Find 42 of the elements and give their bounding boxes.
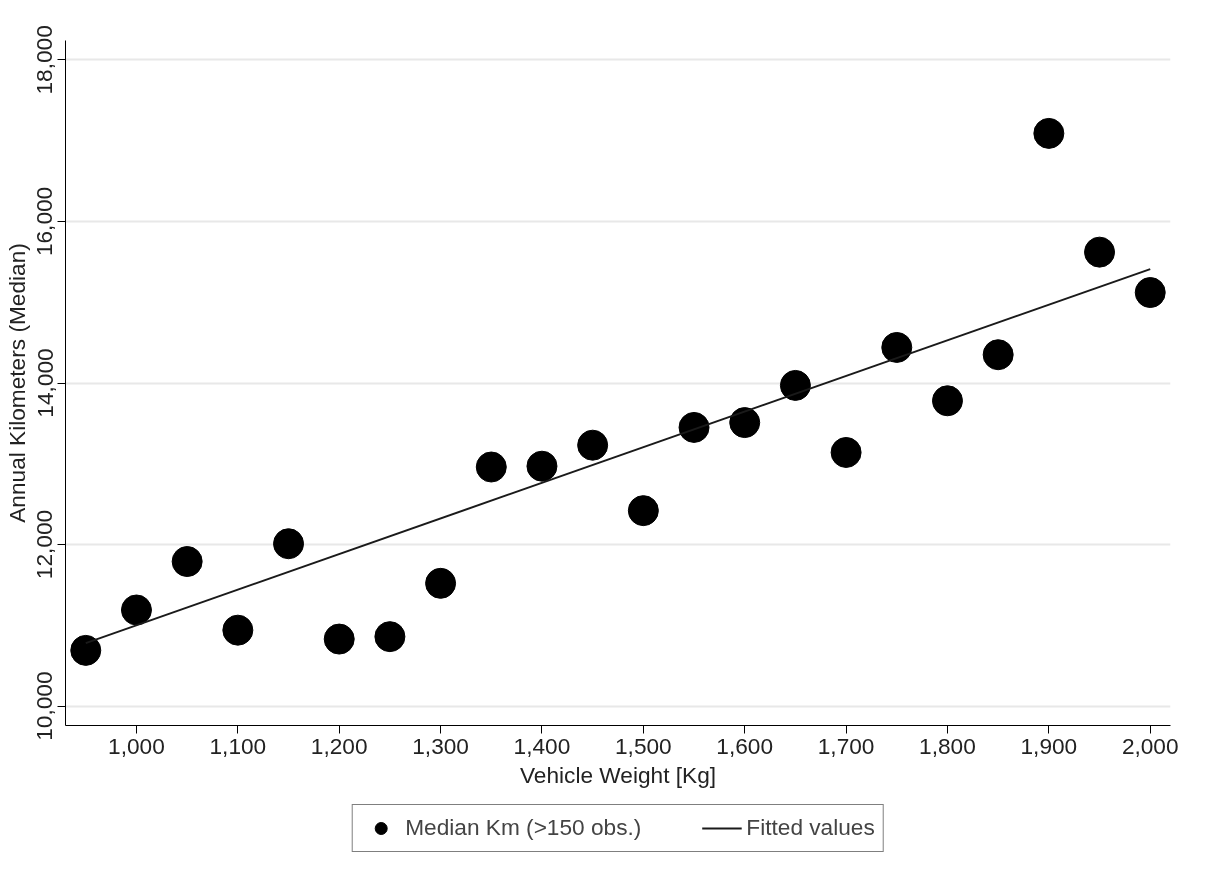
- point: [425, 567, 457, 599]
- point: [577, 429, 609, 461]
- x-tick-label: 1,500: [615, 732, 672, 759]
- y-tick-label: 12,000: [31, 509, 58, 580]
- x-tick-label: 1,200: [310, 732, 368, 759]
- point: [729, 407, 761, 439]
- x-axis-title: Vehicle Weight [Kg]: [519, 761, 717, 788]
- y-tick-label: 18,000: [31, 25, 58, 95]
- x-tick-label: 1,100: [209, 732, 267, 759]
- point: [273, 528, 305, 560]
- legend-label: Fitted values: [746, 814, 875, 841]
- point: [931, 385, 963, 417]
- point: [830, 437, 862, 468]
- x-tick-label: 1,400: [513, 732, 571, 759]
- point: [982, 339, 1014, 371]
- x-tick-label: 1,900: [1020, 732, 1078, 759]
- point: [1134, 277, 1166, 308]
- point: [171, 546, 203, 577]
- x-tick-label: 2,000: [1121, 732, 1179, 759]
- x-tick-label: 1,000: [108, 732, 165, 759]
- point: [475, 451, 507, 483]
- point: [70, 634, 102, 666]
- x-tick-label: 1,300: [412, 732, 469, 759]
- y-tick-label: 14,000: [31, 348, 58, 418]
- y-tick-label: 10,000: [31, 671, 58, 741]
- x-tick-label: 1,600: [716, 732, 774, 759]
- x-tick-label: 1,800: [919, 732, 976, 759]
- point: [323, 623, 355, 655]
- point: [1033, 117, 1065, 149]
- point: [881, 331, 913, 363]
- point: [678, 411, 710, 443]
- point: [120, 594, 152, 626]
- x-tick-label: 1,700: [817, 732, 875, 759]
- y-axis-title: Annual Kilometers (Median): [3, 243, 30, 523]
- point: [779, 369, 811, 401]
- legend-label: Median Km (>150 obs.): [405, 814, 642, 841]
- point: [222, 614, 254, 646]
- point: [526, 450, 558, 482]
- point: [374, 621, 406, 653]
- point: [1084, 236, 1116, 268]
- y-tick-label: 16,000: [31, 186, 58, 257]
- point: [627, 495, 659, 527]
